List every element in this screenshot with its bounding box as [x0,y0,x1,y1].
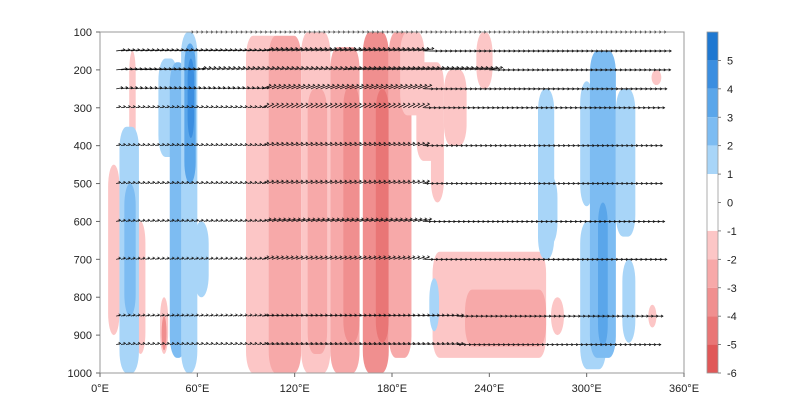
colorbar-label-6: -1 [727,226,737,238]
wind-row-600-2 [424,219,666,223]
field-cell-37 [598,202,608,347]
y-tick-label-8: 900 [74,330,92,342]
wind-row-400-1 [262,141,431,147]
colorbar-label-11: -6 [727,368,737,380]
wind-row-700-2 [424,257,668,261]
field-cell-28 [465,289,547,347]
wind-row-400-0 [116,142,268,147]
wind-row-850-0 [116,313,268,317]
y-tick-label-5: 600 [74,216,92,228]
colorbar-swatch-8 [707,287,718,317]
wind-row-400-2 [424,144,664,148]
wind-row-250-2 [424,87,668,91]
y-tick-label-4: 500 [74,179,92,191]
wind-row-700-0 [116,256,268,260]
x-tick-label-0: 0°E [91,383,109,395]
y-axis: 100 200 300 400 500 600 700 800 900 1000 [68,27,100,380]
colorbar-label-7: -2 [727,254,737,266]
wind-row-700-1 [262,255,431,260]
colorbar-swatch-10 [707,344,718,373]
wind-row-150-2 [424,49,672,53]
wind-row-300-1 [262,102,431,109]
field-cell-7 [161,316,167,351]
colorbar-swatch-0 [707,32,718,61]
field-cell-38 [615,88,636,237]
colorbar-label-9: -4 [727,311,737,323]
y-tick-label-2: 300 [74,103,92,115]
field-cell-14 [268,35,302,374]
wind-row-150-1 [262,47,435,52]
x-tick-label-3: 180°E [377,383,407,395]
wind-row-925-2 [456,343,662,347]
x-tick-label-4: 240°E [474,383,504,395]
colorbar-label-5: 0 [727,198,733,210]
wind-row-150-0 [116,48,272,52]
colorbar-label-2: 3 [727,112,733,124]
field-cell-33 [544,175,558,245]
x-tick-label-6: 360°E [669,383,699,395]
x-axis: 0°E 60°E 120°E 180°E 240°E 300°E 360°E [91,373,699,395]
field-cell-39 [622,259,636,343]
colorbar-swatch-5 [707,174,718,231]
colorbar-label-1: 4 [727,84,733,96]
y-tick-label-7: 800 [74,292,92,304]
wind-row-200-3 [489,68,672,72]
field-cell-26 [476,32,493,89]
wind-row-300-0 [116,105,268,109]
field-cell-41 [651,69,662,86]
wind-row-200-1 [197,65,353,71]
x-tick-label-2: 120°E [280,383,310,395]
field-cell-4 [124,183,136,317]
wind-row-850-1 [262,313,465,317]
colorbar-label-8: -3 [727,283,737,295]
wind-row-500-1 [262,179,431,184]
y-tick-label-3: 400 [74,141,92,153]
wind-row-200-0 [116,67,206,71]
field-cell-29 [513,259,535,286]
field-cell-0 [108,164,120,336]
colorbar-swatch-9 [707,316,718,345]
y-tick-label-1: 200 [74,65,92,77]
y-tick-label-6: 700 [74,254,92,266]
field-cell-11 [187,58,195,139]
colorbar-label-0: 5 [727,55,733,67]
field-cell-16 [307,88,328,355]
colorbar-label-3: 2 [727,141,733,153]
colorbar-label-10: -5 [727,340,737,352]
field-cell-20 [375,88,389,343]
y-tick-label-0: 100 [74,27,92,39]
wind-row-850-2 [456,314,664,318]
field-cell-31 [429,278,440,332]
field-layer [108,32,662,374]
field-cell-24 [430,107,444,203]
wind-row-250-0 [116,86,270,90]
colorbar-swatch-4 [707,145,718,175]
colorbar-swatch-7 [707,259,718,288]
wind-row-500-0 [116,180,268,184]
colorbar-label-4: 1 [727,169,733,181]
colorbar-swatch-2 [707,88,718,118]
x-tick-label-5: 300°E [572,383,602,395]
wind-row-250-1 [262,83,433,90]
x-tick-label-1: 60°E [185,383,209,395]
wind-row-200-2 [343,65,504,71]
colorbar-swatch-6 [707,230,718,260]
wind-row-500-2 [424,182,664,186]
wind-row-600-1 [262,217,433,222]
colorbar: 5 4 3 2 1 0 -1 -2 -3 -4 -5 -6 [706,31,737,380]
colorbar-swatch-1 [707,60,718,89]
colorbar-swatch-3 [707,117,718,146]
wind-row-300-2 [424,106,666,110]
y-tick-label-9: 1000 [68,368,92,380]
field-cell-18 [343,85,360,343]
